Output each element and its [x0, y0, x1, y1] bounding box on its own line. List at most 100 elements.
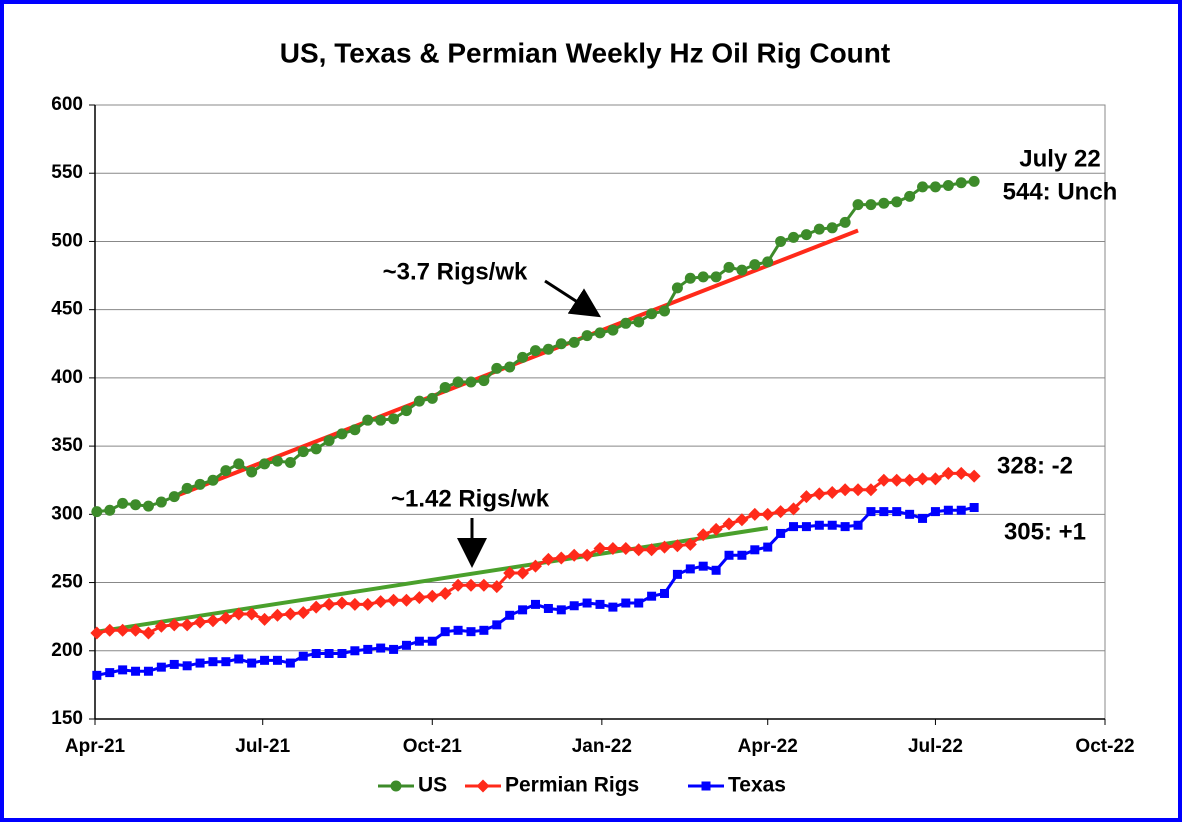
- point: [619, 541, 633, 555]
- point: [270, 608, 284, 622]
- point: [812, 487, 826, 501]
- point: [413, 395, 425, 407]
- point: [103, 623, 117, 637]
- point: [503, 566, 517, 580]
- point: [208, 657, 218, 667]
- point: [516, 566, 530, 580]
- point: [556, 605, 566, 615]
- point: [247, 658, 257, 668]
- point: [92, 670, 102, 680]
- point: [399, 593, 413, 607]
- point: [904, 190, 916, 202]
- point: [800, 229, 812, 241]
- point: [942, 180, 954, 192]
- point: [155, 496, 167, 508]
- x-tick-label: Jul-22: [908, 736, 963, 757]
- point: [917, 181, 929, 193]
- point: [581, 330, 593, 342]
- point: [348, 597, 362, 611]
- point: [969, 503, 979, 513]
- point: [608, 602, 618, 612]
- point: [683, 537, 697, 551]
- point: [169, 659, 179, 669]
- point: [528, 559, 542, 573]
- point: [763, 542, 773, 552]
- legend-label: Texas: [728, 774, 786, 797]
- point: [659, 305, 671, 317]
- point: [890, 473, 904, 487]
- annotation: 544: Unch: [1003, 178, 1118, 205]
- point: [761, 507, 775, 521]
- point: [658, 540, 672, 554]
- point: [787, 502, 801, 516]
- point: [864, 483, 878, 497]
- point: [142, 500, 154, 512]
- point: [735, 513, 749, 527]
- point: [156, 662, 166, 672]
- point: [477, 578, 491, 592]
- y-tick-label: 350: [51, 435, 83, 456]
- point: [296, 606, 310, 620]
- point: [337, 649, 347, 659]
- point: [438, 586, 452, 600]
- point: [634, 598, 644, 608]
- point: [117, 497, 129, 509]
- x-tick-label: Oct-21: [403, 736, 463, 757]
- point: [838, 483, 852, 497]
- point: [143, 666, 153, 676]
- annotation: July 22: [1019, 145, 1100, 172]
- point: [555, 338, 567, 350]
- point: [529, 345, 541, 357]
- point: [479, 625, 489, 635]
- x-tick-label: Jul-21: [235, 736, 290, 757]
- legend-marker: [701, 781, 711, 791]
- y-tick-label: 400: [51, 367, 83, 388]
- point: [412, 591, 426, 605]
- point: [696, 528, 710, 542]
- point: [684, 272, 696, 284]
- legend-label: Permian Rigs: [505, 774, 639, 797]
- point: [750, 545, 760, 555]
- point: [168, 491, 180, 503]
- point: [336, 428, 348, 440]
- point: [311, 649, 321, 659]
- point: [283, 607, 297, 621]
- point: [851, 483, 865, 497]
- point: [298, 651, 308, 661]
- point: [322, 597, 336, 611]
- point: [116, 623, 130, 637]
- point: [891, 196, 903, 208]
- point: [362, 414, 374, 426]
- point: [233, 458, 245, 470]
- point: [672, 569, 682, 579]
- point: [154, 619, 168, 633]
- point: [245, 607, 259, 621]
- point: [426, 392, 438, 404]
- y-tick-label: 150: [51, 708, 83, 729]
- point: [776, 528, 786, 538]
- point: [878, 197, 890, 209]
- point: [762, 256, 774, 268]
- point: [554, 551, 568, 565]
- point: [530, 599, 540, 609]
- point: [645, 543, 659, 557]
- point: [723, 261, 735, 273]
- y-tick-label: 600: [51, 94, 83, 115]
- x-tick-label: Oct-22: [1075, 736, 1134, 757]
- point: [324, 649, 334, 659]
- point: [710, 271, 722, 283]
- point: [840, 522, 850, 532]
- point: [193, 615, 207, 629]
- point: [234, 654, 244, 664]
- point: [826, 222, 838, 234]
- chart-title: US, Texas & Permian Weekly Hz Oil Rig Co…: [280, 37, 890, 68]
- point: [543, 603, 553, 613]
- point: [195, 658, 205, 668]
- trend-line: [96, 526, 769, 634]
- point: [749, 259, 761, 271]
- point: [711, 565, 721, 575]
- point: [633, 316, 645, 328]
- point: [453, 625, 463, 635]
- point: [918, 513, 928, 523]
- point: [504, 361, 516, 373]
